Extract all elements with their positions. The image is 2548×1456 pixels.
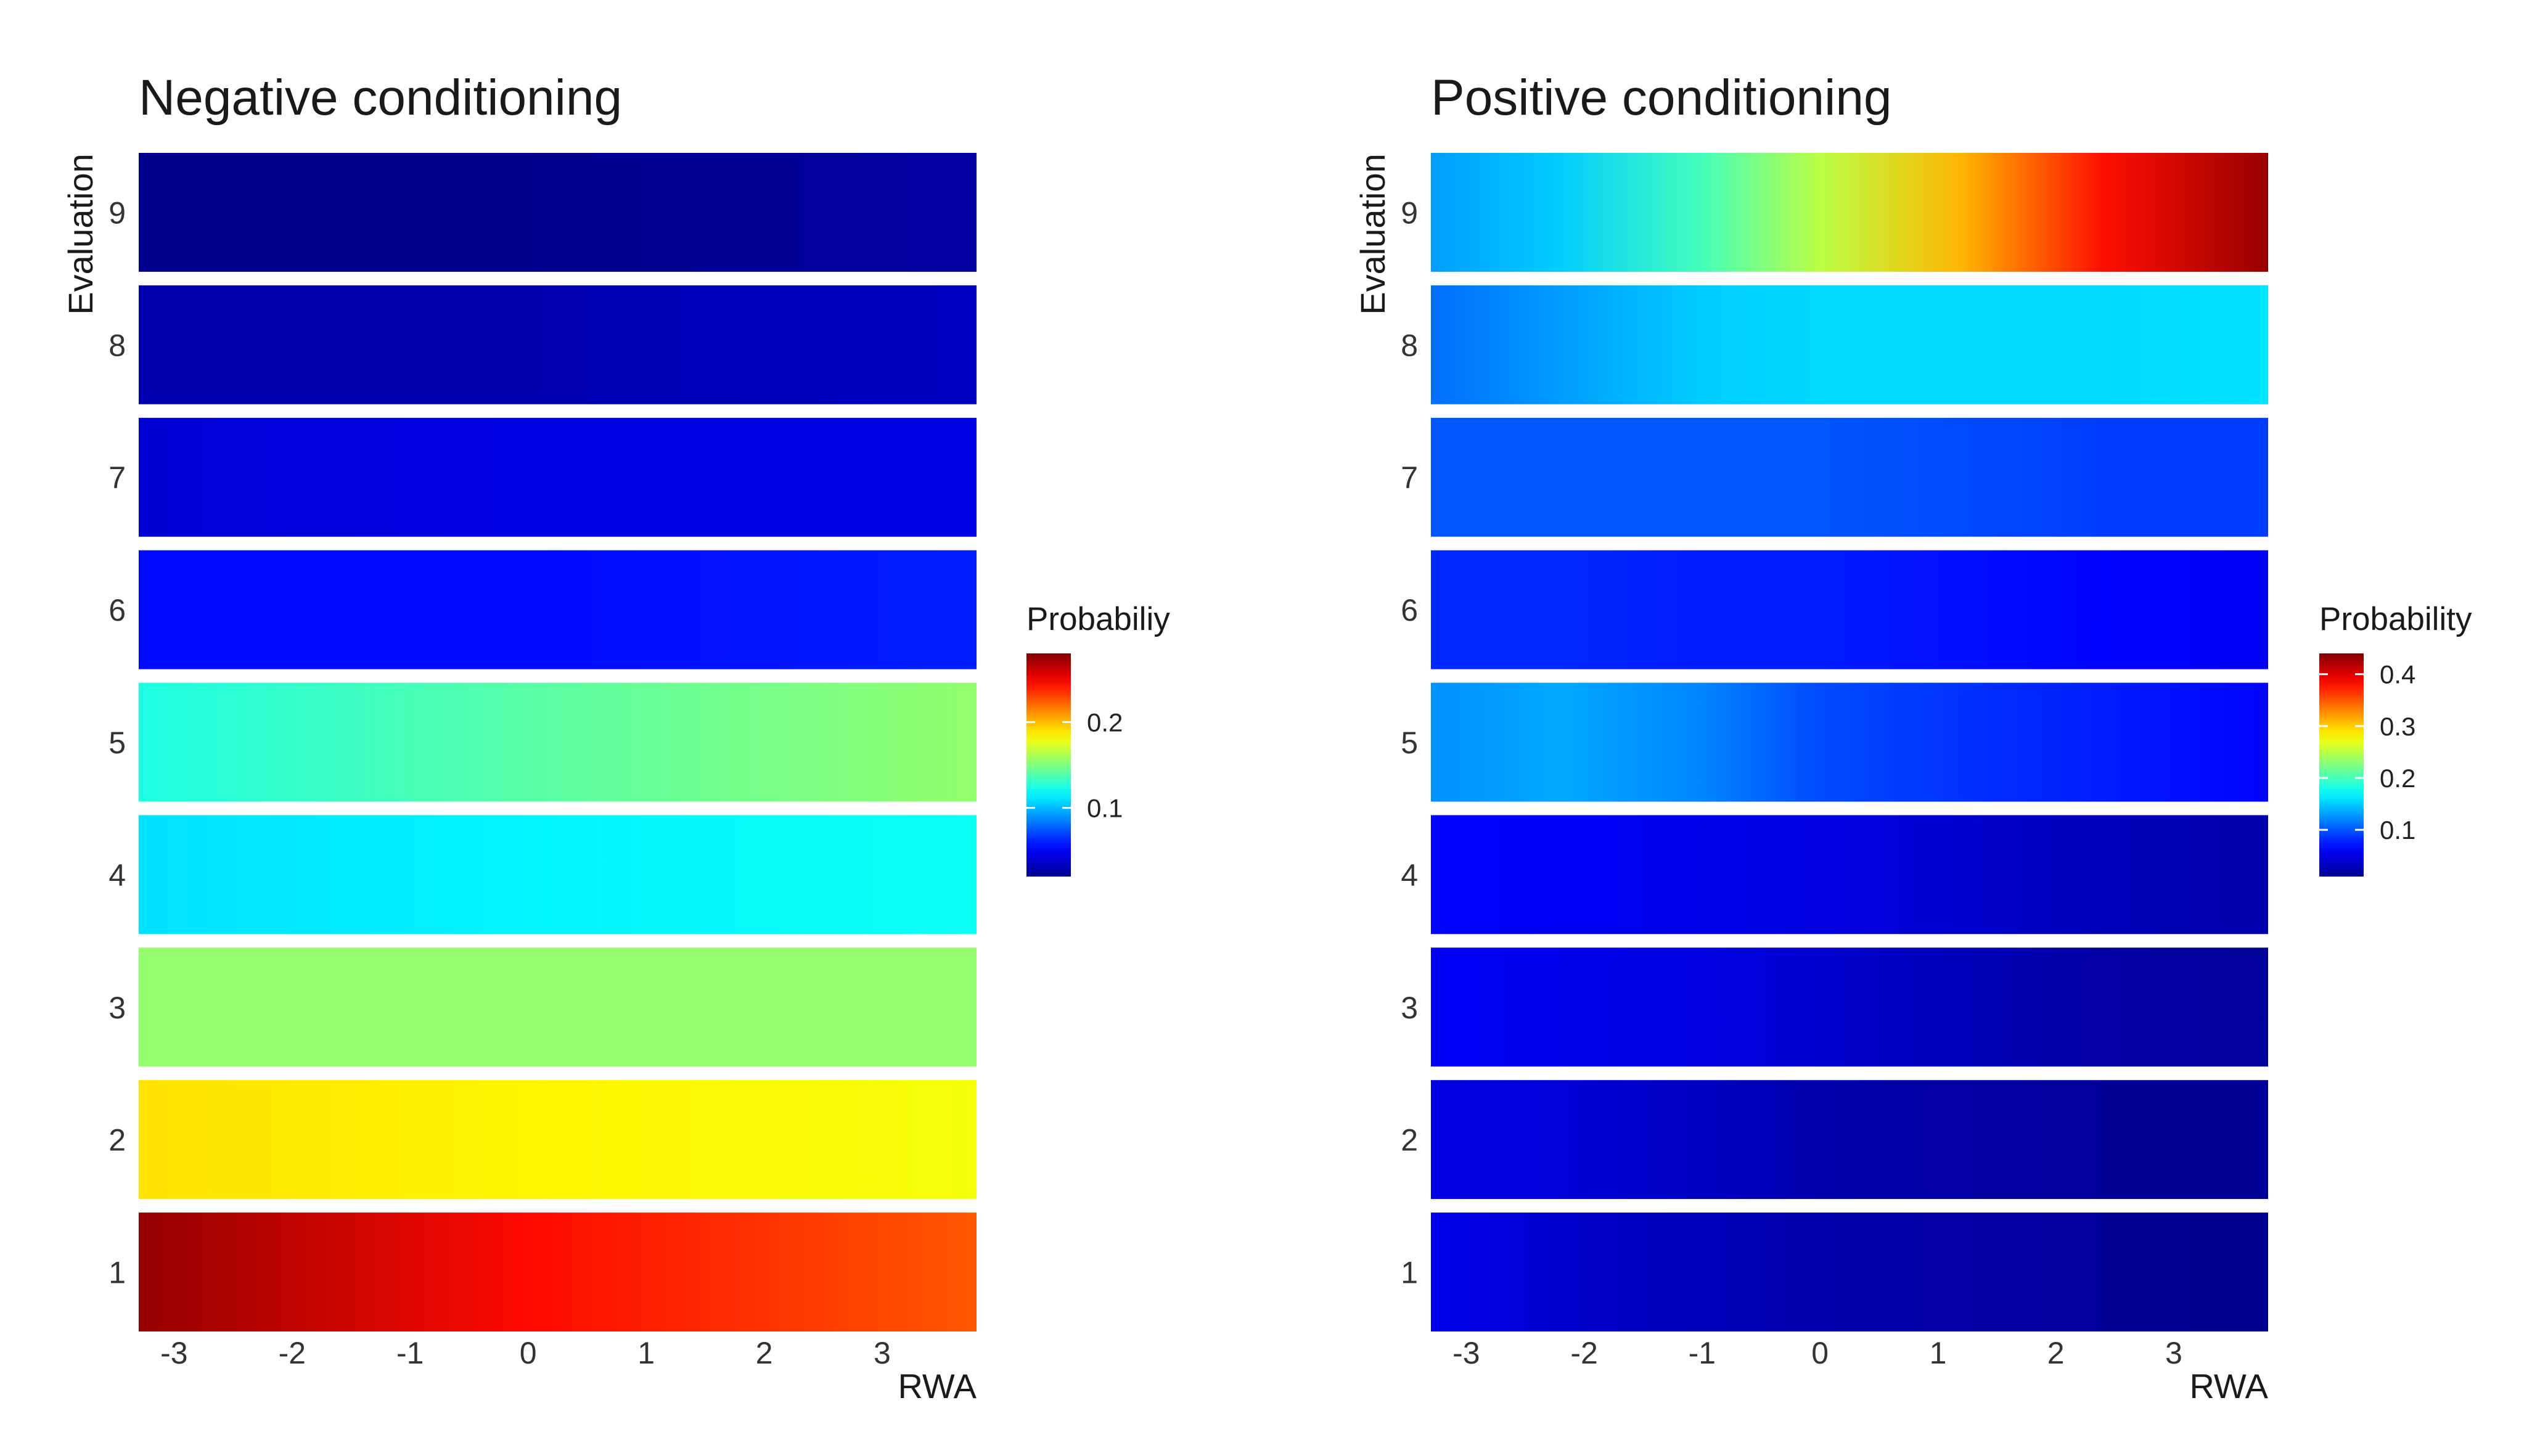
colorbar-legend: Probability 0.1 0.2 0.3 0.4 xyxy=(2319,601,2472,877)
x-tick-label: -3 xyxy=(160,1336,187,1370)
x-axis-title: RWA xyxy=(898,1367,977,1405)
y-tick-label: 4 xyxy=(109,858,126,893)
panel-title: Positive conditioning xyxy=(1431,70,1892,126)
x-tick-label: 0 xyxy=(520,1336,537,1370)
heatmap-row-4 xyxy=(1431,815,2268,935)
colorbar xyxy=(1026,653,1071,877)
colorbar-tick-label: 0.1 xyxy=(1087,794,1123,823)
colorbar xyxy=(2319,653,2364,877)
y-tick-label: 6 xyxy=(109,593,126,628)
heatmap-row-9 xyxy=(139,153,977,272)
y-tick-label: 4 xyxy=(1401,858,1418,893)
y-tick-label: 1 xyxy=(1401,1256,1418,1290)
y-tick-label: 7 xyxy=(109,460,126,495)
x-tick-label: 2 xyxy=(756,1336,773,1370)
heatmap-row-2 xyxy=(139,1080,977,1200)
heatmap-row-9 xyxy=(1431,153,2268,272)
heatmap-row-5 xyxy=(139,682,977,802)
y-tick-label: 5 xyxy=(1401,726,1418,760)
panel-title: Negative conditioning xyxy=(139,70,622,126)
colorbar-tick-label: 0.2 xyxy=(2380,764,2415,793)
legend-title: Probabiliy xyxy=(1026,601,1170,637)
heatmap-row-8 xyxy=(139,285,977,404)
y-tick-label: 6 xyxy=(1401,593,1418,628)
heatmap-row-3 xyxy=(1431,947,2268,1067)
heatmap-row-7 xyxy=(1431,417,2268,537)
y-tick-label: 8 xyxy=(109,328,126,362)
heatmap-row-4 xyxy=(139,815,977,935)
y-axis-title: Evaluation xyxy=(61,153,100,315)
y-tick-label: 9 xyxy=(109,195,126,230)
x-tick-label: 3 xyxy=(874,1336,891,1370)
x-tick-label: -2 xyxy=(279,1336,306,1370)
x-tick-label: -3 xyxy=(1452,1336,1480,1370)
heatmap-row-1 xyxy=(139,1213,977,1331)
heatmap-row-2 xyxy=(1431,1080,2268,1200)
panel-0: Negative conditioning 1 2 3 4 5 6 7 8 9 -3 -2 -1 0 1 2 3… xyxy=(61,70,1170,1405)
x-tick-label: -2 xyxy=(1570,1336,1597,1370)
y-axis-title: Evaluation xyxy=(1353,153,1392,315)
colorbar-tick-label: 0.3 xyxy=(2380,712,2415,741)
colorbar-tick-label: 0.4 xyxy=(2380,660,2415,689)
panel-1: Positive conditioning 1 2 3 4 5 6 7 8 9 -3 -2 -1 0 1 2 3… xyxy=(1353,70,2472,1405)
heatmap-row-6 xyxy=(1431,550,2268,669)
x-tick-label: 2 xyxy=(2047,1336,2065,1370)
y-tick-label: 2 xyxy=(109,1123,126,1158)
legend-title: Probability xyxy=(2319,601,2472,637)
y-tick-label: 7 xyxy=(1401,460,1418,495)
y-tick-label: 3 xyxy=(109,991,126,1025)
x-tick-label: 1 xyxy=(1930,1336,1947,1370)
x-tick-label: 3 xyxy=(2165,1336,2182,1370)
y-tick-label: 8 xyxy=(1401,328,1418,362)
colorbar-tick-label: 0.1 xyxy=(2380,816,2415,845)
x-axis-title: RWA xyxy=(2189,1367,2268,1405)
x-tick-label: -1 xyxy=(396,1336,424,1370)
x-tick-label: 0 xyxy=(1811,1336,1829,1370)
colorbar-legend: Probabiliy 0.1 0.2 xyxy=(1026,601,1170,877)
y-tick-label: 9 xyxy=(1401,195,1418,230)
colorbar-tick-label: 0.2 xyxy=(1087,708,1123,737)
y-tick-label: 5 xyxy=(109,726,126,760)
x-tick-label: -1 xyxy=(1689,1336,1716,1370)
heatmap-row-6 xyxy=(139,550,977,669)
y-tick-label: 1 xyxy=(109,1256,126,1290)
heatmap-row-3 xyxy=(139,947,977,1067)
y-tick-label: 2 xyxy=(1401,1123,1418,1158)
heatmap-row-8 xyxy=(1431,285,2268,404)
heatmap-row-1 xyxy=(1431,1213,2268,1331)
heatmap-row-5 xyxy=(1431,682,2268,802)
y-tick-label: 3 xyxy=(1401,991,1418,1025)
x-tick-label: 1 xyxy=(637,1336,655,1370)
heatmap-row-7 xyxy=(139,417,977,537)
